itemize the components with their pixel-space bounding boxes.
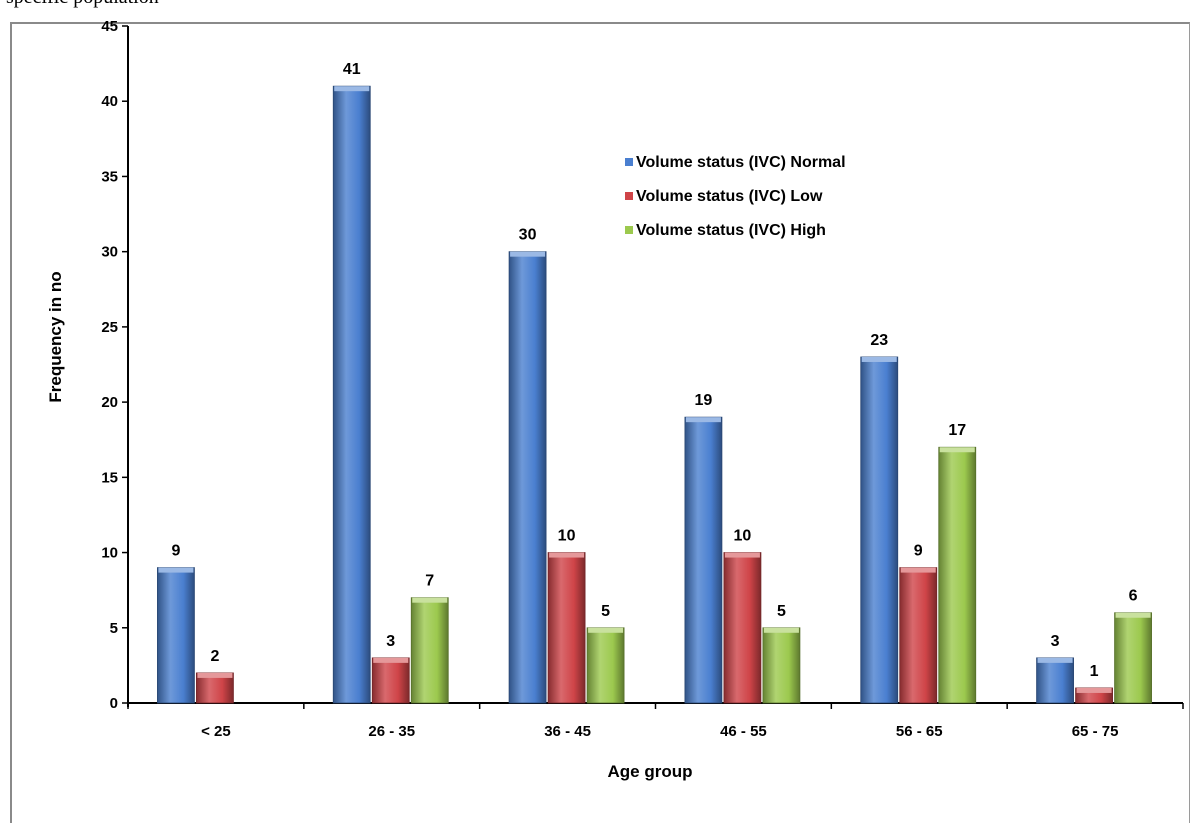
data-label: 23 <box>870 332 888 349</box>
bar-normal <box>684 416 723 704</box>
data-label: 5 <box>601 603 610 620</box>
bar-cap <box>939 447 975 453</box>
bar-cap <box>763 627 799 633</box>
data-label: 6 <box>1129 588 1138 605</box>
bar-cap <box>158 567 194 573</box>
data-label: 3 <box>386 633 395 650</box>
x-tick-label: 26 - 35 <box>368 723 415 740</box>
y-tick-label: 35 <box>101 168 118 185</box>
bar-normal <box>1036 657 1074 704</box>
data-label: 17 <box>948 422 966 439</box>
bar-low <box>899 567 938 704</box>
bar-normal <box>508 251 547 704</box>
bar-normal <box>860 356 899 704</box>
data-label: 7 <box>425 573 434 590</box>
bar-cap <box>1115 612 1151 618</box>
legend: Volume status (IVC) Normal Volume status … <box>625 154 846 239</box>
bar-cap <box>900 567 936 573</box>
x-tick-label: 65 - 75 <box>1072 723 1119 740</box>
bar-high <box>938 446 977 704</box>
y-tick-label: 15 <box>101 469 118 486</box>
x-tick-label: < 25 <box>201 723 231 740</box>
data-label: 41 <box>343 61 361 78</box>
legend-swatch <box>625 192 633 200</box>
bar-cap <box>373 657 409 663</box>
bar-low <box>371 657 410 704</box>
bar-normal <box>332 85 371 704</box>
x-axis-title: Age group <box>608 762 693 781</box>
data-label: 9 <box>914 543 923 560</box>
bar-cap <box>1037 657 1073 663</box>
y-tick-label: 10 <box>101 545 118 562</box>
bar-high <box>586 627 625 704</box>
x-tick-label: 46 - 55 <box>720 723 767 740</box>
y-tick-label: 45 <box>101 18 118 35</box>
bar-normal <box>157 567 195 704</box>
data-label: 9 <box>171 543 180 560</box>
data-label: 19 <box>695 392 713 409</box>
bar-cap <box>861 356 897 362</box>
legend-swatch <box>625 158 633 166</box>
y-axis-title: Frequency in no <box>46 271 65 402</box>
bar-cap <box>334 86 370 92</box>
bar-cap <box>724 552 760 558</box>
bar-cap <box>588 627 624 633</box>
bar-cap <box>197 672 233 678</box>
bar-high <box>410 597 449 704</box>
chart-frame <box>10 22 1190 823</box>
data-label: 3 <box>1051 633 1060 650</box>
legend-label: Volume status (IVC) High <box>636 222 826 239</box>
caption-fragment: specific population <box>6 0 159 9</box>
data-label: 1 <box>1090 663 1099 680</box>
data-labels: 9 2 41 3 7 30 10 5 19 10 5 23 9 17 3 1 6 <box>171 61 1137 680</box>
data-label: 10 <box>734 528 752 545</box>
bar-cap <box>685 417 721 423</box>
x-tick-label: 56 - 65 <box>896 723 943 740</box>
bar-cap <box>1076 687 1112 693</box>
y-tick-label: 40 <box>101 93 118 110</box>
y-tick-label: 5 <box>110 620 118 637</box>
y-tick-label: 25 <box>101 319 118 336</box>
y-tick-label: 20 <box>101 394 118 411</box>
y-tick-label: 30 <box>101 244 118 261</box>
data-label: 10 <box>558 528 576 545</box>
bar-cap <box>412 597 448 603</box>
y-tick-label: 0 <box>110 695 118 712</box>
bar-low <box>547 552 586 704</box>
legend-label: Volume status (IVC) Normal <box>636 154 846 171</box>
data-label: 30 <box>519 227 537 244</box>
bar-cap <box>549 552 585 558</box>
x-tick-label: 36 - 45 <box>544 723 591 740</box>
bar-low <box>723 552 762 704</box>
legend-swatch <box>625 226 633 234</box>
data-label: 5 <box>777 603 786 620</box>
bar-high <box>1114 612 1152 704</box>
data-label: 2 <box>210 648 219 665</box>
bar-low <box>196 672 234 704</box>
bar-cap <box>510 251 546 257</box>
bar-high <box>762 627 801 704</box>
legend-label: Volume status (IVC) Low <box>636 188 823 205</box>
bars <box>157 85 1152 704</box>
